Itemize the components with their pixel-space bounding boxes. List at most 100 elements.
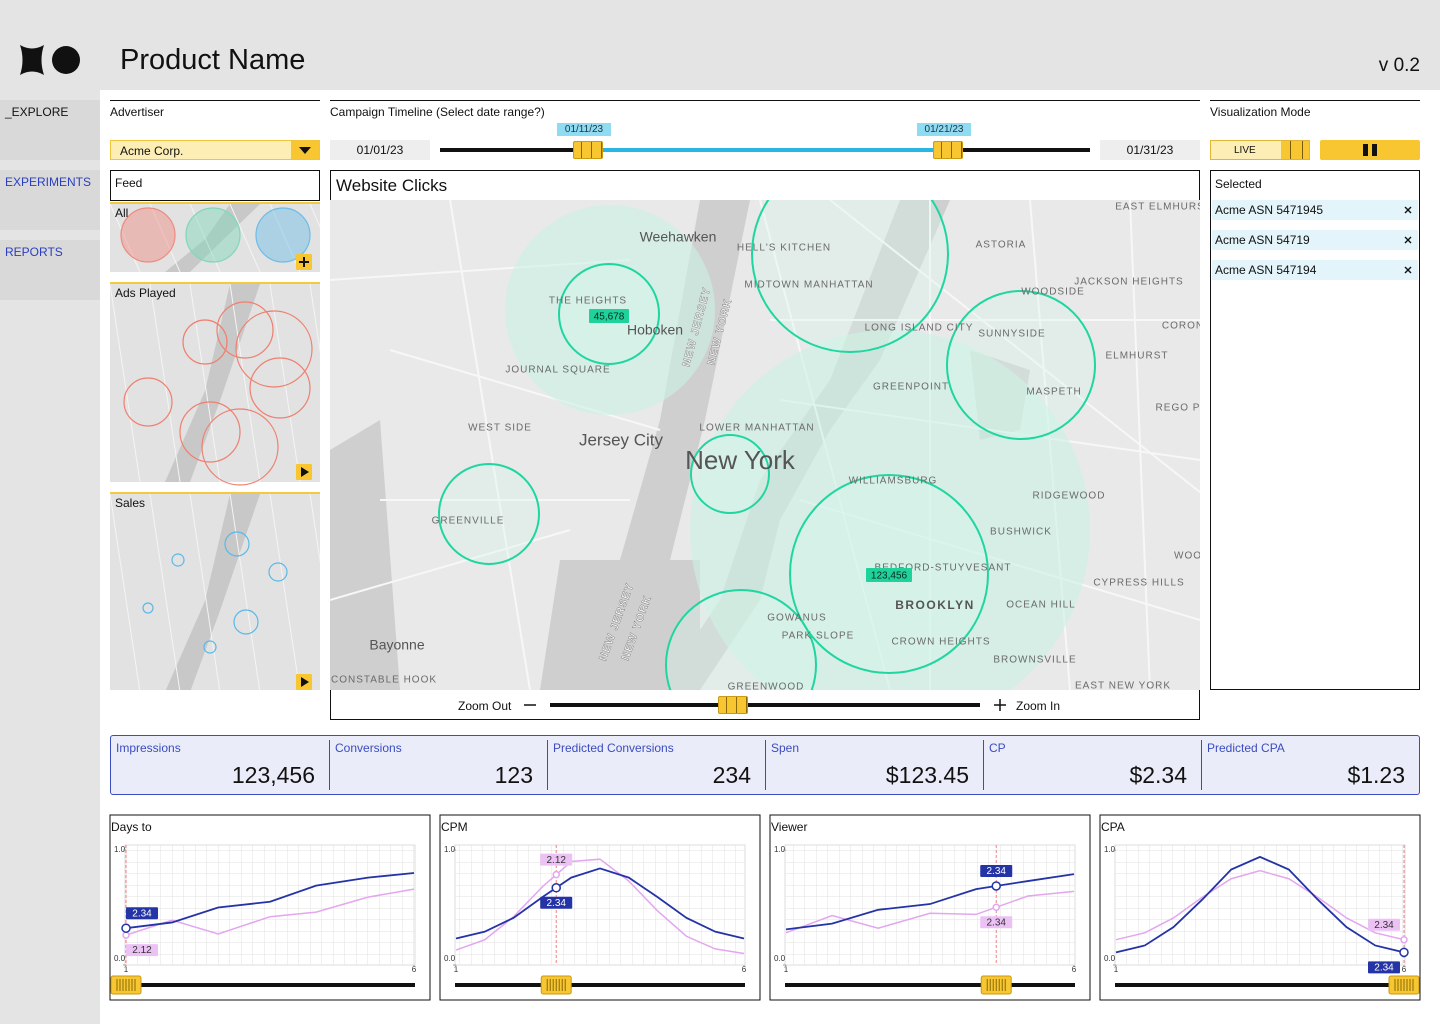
- y-tick-label: 0.0: [114, 954, 126, 963]
- map-place-label: ELMHURST: [1105, 351, 1168, 362]
- map-bubble[interactable]: [751, 200, 949, 353]
- cursor-marker: [1399, 947, 1409, 958]
- map-place-label: THE HEIGHTS: [549, 296, 627, 307]
- cursor-label-bg: [540, 853, 573, 866]
- map-place-label: HELL'S KITCHEN: [737, 243, 831, 254]
- map-bubble[interactable]: [665, 589, 817, 690]
- selected-item-label: Acme ASN 54719: [1215, 233, 1310, 247]
- selected-item[interactable]: Acme ASN 54719: [1212, 230, 1418, 250]
- nav-item[interactable]: EXPERIMENTS: [0, 170, 100, 230]
- map-bubble[interactable]: [438, 463, 540, 565]
- pause-button[interactable]: [1320, 140, 1420, 160]
- feed-header: Feed: [110, 170, 320, 201]
- zoom-out[interactable]: Zoom Out: [458, 699, 512, 713]
- remove-cross: [1404, 236, 1412, 244]
- x-tick-label: 1: [784, 965, 789, 974]
- metric-label: Impressions: [116, 741, 181, 755]
- map-bubble[interactable]: [946, 290, 1096, 440]
- map-heat-area: [690, 330, 1090, 690]
- chart-grid: [124, 844, 416, 966]
- thumb-road: [309, 493, 320, 564]
- slider-handle[interactable]: [110, 975, 142, 995]
- map[interactable]: Weehawken HELL'S KITCHEN ASTORIA EAST ELMHU…: [330, 200, 1200, 690]
- metric-label: Spen: [771, 741, 800, 755]
- zoom-in-icon[interactable]: [990, 695, 1010, 715]
- x-tick-label: 6: [1072, 965, 1077, 974]
- map-water: [330, 420, 400, 690]
- thumb-circle: [182, 319, 228, 365]
- product-name: Product Name: [120, 44, 306, 76]
- remove-icon[interactable]: [1403, 265, 1413, 275]
- zoom-in[interactable]: Zoom In: [1016, 699, 1061, 713]
- timeline-handle[interactable]: [573, 141, 603, 159]
- timeline-end[interactable]: 01/31/23: [1100, 140, 1200, 160]
- metric-label: CP: [989, 741, 1006, 755]
- selected-item[interactable]: Acme ASN 5471945: [1212, 200, 1418, 220]
- nav-item[interactable]: REPORTS: [0, 240, 100, 300]
- thumb-road: [110, 283, 141, 483]
- metric-value: 123,456: [231, 762, 315, 788]
- thumb-road: [149, 203, 181, 273]
- bubble-label: 123,456: [871, 571, 908, 582]
- selected-item[interactable]: Acme ASN 547194: [1212, 260, 1418, 280]
- remove-icon[interactable]: [1403, 205, 1413, 215]
- dropdown-arrow: [291, 141, 319, 159]
- selected-label: Selected: [1215, 177, 1262, 191]
- chart-frame: [769, 814, 1091, 1001]
- play-icon: [301, 677, 309, 687]
- toggle-knob: [1281, 141, 1309, 159]
- map-bubble[interactable]: [690, 434, 770, 514]
- logo-mark: [20, 45, 44, 75]
- slider-handle[interactable]: [540, 975, 572, 995]
- map-place-label: CORON: [1162, 321, 1200, 332]
- chart-title: CPA: [1101, 820, 1125, 834]
- cursor-label-bg: [980, 916, 1013, 929]
- series-line: [455, 858, 745, 955]
- thumb-road: [110, 203, 141, 273]
- thumb-circle: [179, 401, 241, 463]
- chart-title: Days to: [111, 820, 152, 834]
- map-title: Website Clicks: [336, 176, 448, 195]
- zoom-out-icon[interactable]: [520, 695, 540, 715]
- metric-card: CP $2.34: [983, 740, 1201, 790]
- map-place-label: BROWNSVILLE: [993, 655, 1076, 666]
- logo[interactable]: [15, 40, 85, 80]
- advertiser-dropdown[interactable]: Acme Corp.: [110, 140, 320, 160]
- metric-card: Impressions 123,456: [111, 736, 329, 794]
- map-road: [829, 200, 1200, 494]
- timeline-handle[interactable]: [933, 141, 963, 159]
- map-place-label: GREENPOINT: [873, 382, 949, 393]
- thumb-circle: [255, 207, 311, 263]
- map-place-label: MASPETH: [1026, 387, 1081, 398]
- timeline-start[interactable]: 01/01/23: [330, 140, 430, 160]
- slider-handle[interactable]: [980, 975, 1012, 995]
- remove-cross: [1404, 206, 1412, 214]
- nav-item[interactable]: _EXPLORE: [0, 100, 100, 160]
- cursor-label: 2.34: [1374, 920, 1394, 931]
- metric-label: Predicted Conversions: [553, 741, 674, 755]
- chart-title: Viewer: [771, 820, 807, 834]
- live-toggle[interactable]: LIVE: [1210, 140, 1310, 160]
- cursor-label: 2.34: [987, 866, 1007, 877]
- thumb-road: [229, 493, 261, 690]
- thumb-circle: [171, 553, 185, 567]
- x-tick-label: 1: [454, 965, 459, 974]
- thumb-road: [229, 283, 261, 483]
- thumb-road: [269, 283, 301, 483]
- bubble-label-bg: [589, 309, 629, 323]
- timeline-label: Campaign Timeline (Select date range?): [330, 105, 545, 119]
- cursor-label: 2.34: [132, 908, 152, 919]
- zoom-handle[interactable]: [718, 696, 748, 714]
- remove-icon[interactable]: [1403, 235, 1413, 245]
- map-place-label: JOURNAL SQUARE: [505, 365, 610, 376]
- map-place-label: WEST SIDE: [468, 423, 532, 434]
- viz-mode-label: Visualization Mode: [1210, 105, 1311, 119]
- map-place-label: Hoboken: [627, 322, 683, 338]
- advertiser-label: Advertiser: [110, 105, 165, 119]
- cursor-marker: [121, 923, 131, 933]
- x-tick-label: 1: [124, 965, 129, 974]
- slider-handle[interactable]: [1388, 975, 1420, 995]
- x-tick-label: 6: [1402, 965, 1407, 974]
- chart-title: CPM: [441, 820, 468, 834]
